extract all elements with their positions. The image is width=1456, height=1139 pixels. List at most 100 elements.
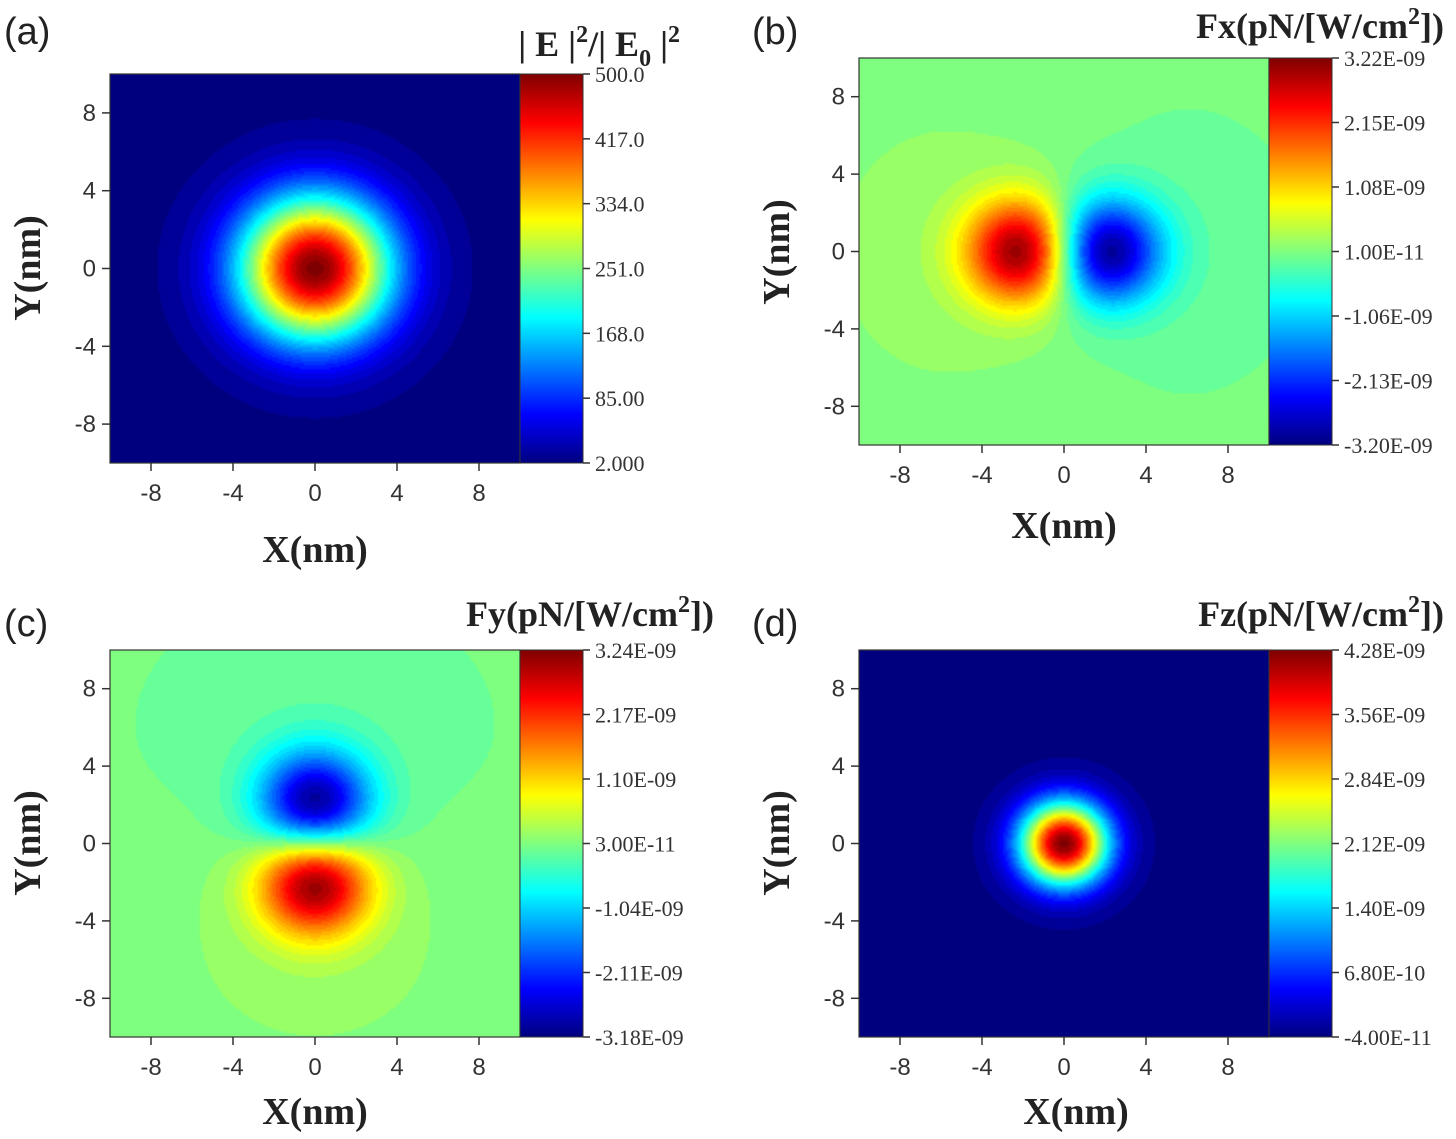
panel-a: (a) | E |2/| E0 |2 X(nm) Y(nm) -8 -4 0 4 8 8… — [4, 11, 680, 571]
y-tick-label: 8 — [83, 100, 96, 127]
y-tick-label: -8 — [75, 411, 96, 438]
y-tick-label: 4 — [832, 161, 845, 188]
colorbar-tick-label: 334.0 — [595, 192, 645, 217]
y-tick-label: 0 — [832, 831, 845, 858]
x-tick-label: 0 — [1057, 1054, 1070, 1081]
x-tick-label: 4 — [390, 480, 403, 507]
y-ticks: 8 4 0 -4 -8 — [75, 100, 110, 438]
y-axis-title: Y(nm) — [7, 790, 49, 896]
x-tick-label: -8 — [889, 462, 910, 489]
y-tick-label: 0 — [83, 256, 96, 283]
colorbar-tick-label: 2.84E-09 — [1344, 767, 1425, 792]
y-tick-label: 4 — [83, 178, 96, 205]
colorbar-tick-label: 3.00E-11 — [595, 832, 675, 857]
y-tick-label: -4 — [824, 316, 845, 343]
x-axis-title: X(nm) — [262, 1091, 368, 1133]
x-tick-label: 4 — [1139, 1054, 1152, 1081]
colorbar-tick-label: 3.24E-09 — [595, 638, 676, 663]
heatmap-plot — [859, 650, 1269, 1037]
colorbar-tick-label: 3.56E-09 — [1344, 703, 1425, 728]
x-ticks: -8 -4 0 4 8 — [140, 1037, 486, 1081]
heatmap-plot — [859, 58, 1269, 445]
panel-label: (a) — [4, 11, 50, 53]
y-tick-label: -8 — [824, 393, 845, 420]
y-tick-label: -4 — [75, 908, 96, 935]
colorbar-tick-label: -2.11E-09 — [595, 961, 683, 986]
colorbar-tick-label: 1.08E-09 — [1344, 175, 1425, 200]
x-tick-label: 0 — [1057, 462, 1070, 489]
x-tick-label: -4 — [971, 1054, 992, 1081]
y-axis-title: Y(nm) — [756, 199, 798, 305]
panel-b: (b) Fx(pN/[W/cm2]) X(nm) Y(nm) -8 -4 0 4 8 8… — [752, 4, 1444, 547]
x-tick-label: 8 — [472, 1054, 485, 1081]
x-tick-label: 8 — [1221, 462, 1234, 489]
y-tick-label: 0 — [83, 831, 96, 858]
x-tick-label: 0 — [308, 1054, 321, 1081]
colorbar-title: Fx(pN/[W/cm2]) — [1196, 4, 1444, 46]
colorbar — [1268, 649, 1333, 1038]
colorbar-tick-label: -1.06E-09 — [1344, 304, 1433, 329]
colorbar-tick-label: 1.40E-09 — [1344, 896, 1425, 921]
colorbar-tick-label: 3.22E-09 — [1344, 46, 1425, 71]
y-ticks: 8 4 0 -4 -8 — [824, 84, 859, 420]
colorbar-ticks: 500.0 417.0 334.0 251.0 168.0 85.00 2.000 — [583, 62, 645, 476]
y-axis-title: Y(nm) — [756, 790, 798, 896]
heatmap-plot — [110, 74, 520, 463]
x-tick-label: 4 — [1139, 462, 1152, 489]
colorbar — [519, 649, 584, 1038]
colorbar-tick-label: 6.80E-10 — [1344, 961, 1425, 986]
y-tick-label: -4 — [75, 333, 96, 360]
y-tick-label: 8 — [832, 676, 845, 703]
y-tick-label: 8 — [83, 676, 96, 703]
colorbar-ticks: 3.24E-09 2.17E-09 1.10E-09 3.00E-11 -1.04E-0… — [583, 638, 684, 1050]
y-ticks: 8 4 0 -4 -8 — [824, 676, 859, 1012]
colorbar-tick-label: 2.12E-09 — [1344, 832, 1425, 857]
colorbar-tick-label: 2.17E-09 — [595, 703, 676, 728]
x-axis-title: X(nm) — [1023, 1091, 1129, 1133]
colorbar-tick-label: -3.20E-09 — [1344, 433, 1433, 458]
x-tick-label: -8 — [140, 480, 161, 507]
y-tick-label: 0 — [832, 239, 845, 266]
y-axis-title: Y(nm) — [7, 215, 49, 321]
panel-label: (d) — [752, 603, 798, 645]
y-tick-label: 4 — [832, 753, 845, 780]
x-tick-label: -8 — [889, 1054, 910, 1081]
colorbar-title: Fy(pN/[W/cm2]) — [466, 592, 714, 634]
colorbar-tick-label: 1.10E-09 — [595, 767, 676, 792]
heatmap-plot — [110, 650, 520, 1037]
x-tick-label: 4 — [390, 1054, 403, 1081]
colorbar-title: Fz(pN/[W/cm2]) — [1198, 592, 1444, 634]
colorbar-tick-label: 2.15E-09 — [1344, 111, 1425, 136]
x-ticks: -8 -4 0 4 8 — [140, 463, 486, 507]
colorbar-tick-label: -2.13E-09 — [1344, 369, 1433, 394]
colorbar-tick-label: -4.00E-11 — [1344, 1025, 1432, 1050]
panel-label: (c) — [4, 603, 48, 645]
colorbar-tick-label: 85.00 — [595, 386, 645, 411]
colorbar-title: | E |2/| E0 |2 — [518, 22, 680, 72]
x-ticks: -8 -4 0 4 8 — [889, 445, 1235, 489]
x-axis-title: X(nm) — [1011, 505, 1117, 547]
colorbar-tick-label: 251.0 — [595, 257, 645, 282]
y-tick-label: 4 — [83, 753, 96, 780]
colorbar-tick-label: 417.0 — [595, 127, 645, 152]
y-tick-label: -4 — [824, 908, 845, 935]
colorbar-tick-label: 168.0 — [595, 321, 645, 346]
colorbar-tick-label: -1.04E-09 — [595, 896, 684, 921]
x-axis-title: X(nm) — [262, 529, 368, 571]
x-tick-label: 8 — [472, 480, 485, 507]
x-tick-label: -4 — [971, 462, 992, 489]
colorbar — [1268, 57, 1333, 446]
y-tick-label: 8 — [832, 84, 845, 111]
colorbar-tick-label: 2.000 — [595, 451, 645, 476]
colorbar-tick-label: -3.18E-09 — [595, 1025, 684, 1050]
y-tick-label: -8 — [824, 985, 845, 1012]
panel-d: (d) Fz(pN/[W/cm2]) X(nm) Y(nm) -8 -4 0 4 8 8… — [752, 592, 1444, 1133]
x-tick-label: -4 — [222, 1054, 243, 1081]
colorbar-tick-label: 500.0 — [595, 62, 645, 87]
x-tick-label: -8 — [140, 1054, 161, 1081]
x-tick-label: 0 — [308, 480, 321, 507]
colorbar-tick-label: 4.28E-09 — [1344, 638, 1425, 663]
panel-c: (c) Fy(pN/[W/cm2]) X(nm) Y(nm) -8 -4 0 4 8 8… — [4, 592, 714, 1133]
y-ticks: 8 4 0 -4 -8 — [75, 676, 110, 1012]
